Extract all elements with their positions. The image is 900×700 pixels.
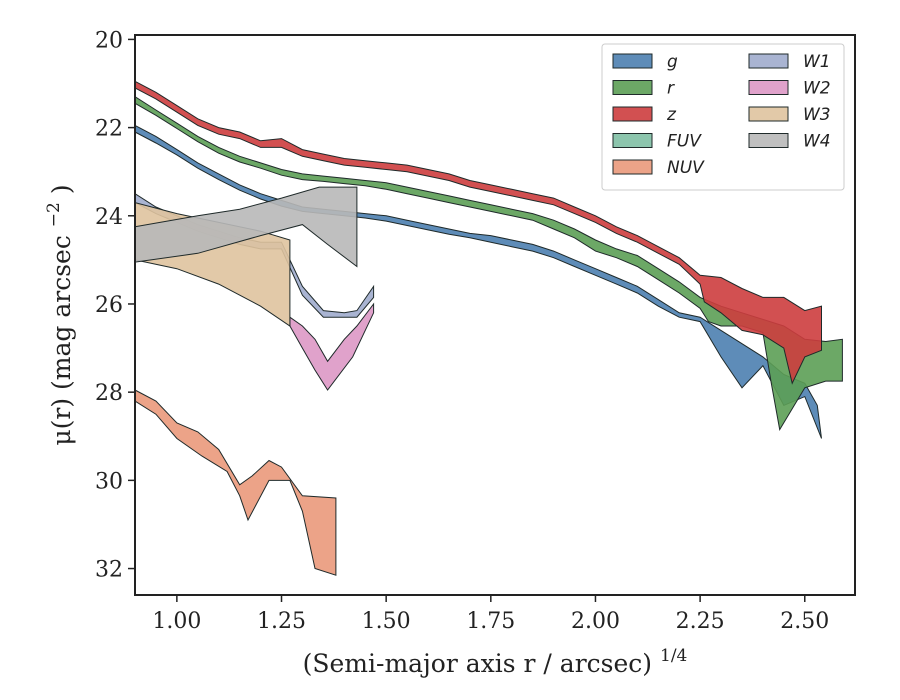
legend-label-nuv: NUV: [667, 158, 705, 178]
y-tick-label: 28: [95, 381, 123, 406]
legend-label-fuv: FUV: [667, 132, 702, 152]
y-tick-label: 20: [95, 28, 123, 53]
legend-swatch-w1: [748, 53, 789, 69]
legend-swatch-w2: [748, 80, 789, 95]
x-axis-title: (Semi-major axis r / arcsec) 1/4: [303, 646, 688, 678]
legend-swatch-g: [612, 53, 653, 69]
x-axis-title-main: (Semi-major axis r / arcsec): [303, 649, 652, 678]
legend-swatch-w4: [748, 133, 789, 148]
series-band-z: [135, 80, 822, 385]
plot-frame: [134, 34, 856, 596]
y-tick-label: 32: [95, 558, 123, 583]
series-band-w4: [135, 186, 358, 268]
series-band-r: [135, 96, 843, 431]
x-tick-label: 2.25: [676, 609, 725, 634]
y-tick-label: 26: [95, 293, 123, 318]
series-band-w2: [289, 302, 375, 391]
y-axis-title-main: μ(r) (mag arcsec: [47, 235, 76, 445]
legend-label-w3: W3: [803, 105, 831, 125]
legend-label-w1: W1: [803, 52, 831, 72]
legend: grz FUV NUV W1 W2 W3 W4: [601, 43, 845, 191]
y-axis-title: μ(r) (mag arcsec −2 ): [36, 184, 76, 445]
y-tick-label: 30: [95, 469, 123, 494]
y-tick-label: 22: [95, 117, 123, 142]
series-areas: [135, 80, 843, 576]
legend-swatch-fuv: [612, 133, 653, 148]
x-axis-ticks: 1.00 1.25 1.50 1.75 2.00 2.25 2.50: [152, 595, 829, 634]
legend-label-z: z: [666, 105, 677, 125]
legend-label-r: r: [667, 79, 675, 99]
legend-label-w4: W4: [803, 132, 831, 152]
x-tick-label: 1.25: [257, 609, 306, 634]
legend-swatch-z: [612, 106, 653, 122]
legend-label-w2: W2: [803, 79, 831, 99]
series-band-nuv: [135, 389, 337, 576]
legend-swatch-w3: [748, 106, 789, 122]
x-axis-title-exponent: 1/4: [660, 646, 687, 666]
y-axis-title-close: ): [47, 184, 76, 194]
y-axis-ticks: 20 22 24 26 28 30 32: [95, 28, 135, 583]
y-axis-title-exponent: −2: [44, 202, 64, 227]
x-tick-label: 1.00: [152, 609, 201, 634]
legend-swatch-nuv: [612, 159, 653, 175]
x-tick-label: 1.50: [362, 609, 411, 634]
x-tick-label: 2.50: [780, 609, 829, 634]
y-tick-label: 24: [95, 205, 123, 230]
x-tick-label: 1.75: [466, 609, 515, 634]
legend-swatch-r: [612, 80, 653, 95]
legend-label-g: g: [667, 52, 678, 72]
x-tick-label: 2.00: [571, 609, 620, 634]
